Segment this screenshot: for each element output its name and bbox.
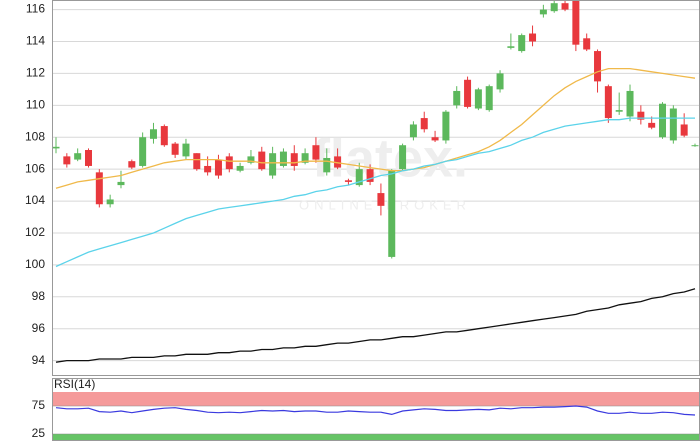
y-tick-label: 104 bbox=[25, 193, 45, 207]
candle-body bbox=[669, 108, 677, 141]
rsi-tick-label: 75 bbox=[32, 398, 46, 412]
candle-body bbox=[691, 145, 699, 147]
y-tick-label: 116 bbox=[26, 2, 45, 16]
candle-body bbox=[366, 169, 374, 182]
candle-body bbox=[594, 51, 602, 82]
y-tick-label: 106 bbox=[25, 161, 45, 175]
candle-body bbox=[485, 86, 493, 111]
candle-body bbox=[420, 118, 428, 130]
overbought-band bbox=[52, 392, 700, 406]
candle-body bbox=[225, 156, 233, 170]
candle-body bbox=[63, 156, 71, 165]
candle-body bbox=[431, 137, 439, 141]
y-tick-label: 96 bbox=[32, 321, 46, 335]
candle-body bbox=[583, 38, 591, 50]
rsi-title: RSI(14) bbox=[54, 377, 95, 391]
candle-body bbox=[409, 124, 417, 138]
candle-body bbox=[637, 111, 645, 120]
candle-body bbox=[84, 150, 92, 166]
candle-body bbox=[377, 193, 385, 206]
candle-body bbox=[604, 86, 612, 119]
candle-body bbox=[312, 145, 320, 160]
candle-body bbox=[496, 73, 504, 90]
oversold-band bbox=[52, 434, 700, 441]
candle-body bbox=[323, 157, 331, 173]
moving-average-line bbox=[55, 288, 696, 363]
y-tick-label: 94 bbox=[32, 353, 46, 367]
y-tick-label: 112 bbox=[26, 66, 45, 80]
candle-body bbox=[334, 156, 342, 168]
candle-body bbox=[258, 151, 266, 170]
candle-body bbox=[301, 153, 309, 163]
candle-body bbox=[453, 90, 461, 106]
candle-body bbox=[507, 46, 515, 48]
candle-body bbox=[74, 153, 82, 160]
candle-body bbox=[355, 169, 363, 186]
candle-body bbox=[247, 156, 255, 163]
y-tick-label: 110 bbox=[26, 97, 45, 111]
candle-body bbox=[193, 153, 201, 170]
candle-body bbox=[518, 35, 526, 52]
candle-body bbox=[442, 111, 450, 141]
candle-body bbox=[474, 89, 482, 109]
candle-body bbox=[149, 129, 157, 139]
candle-body bbox=[464, 79, 472, 107]
candle-body bbox=[659, 103, 667, 138]
y-tick-label: 108 bbox=[25, 129, 45, 143]
candle-body bbox=[539, 9, 547, 15]
candle-body bbox=[128, 161, 136, 168]
candle-body bbox=[648, 122, 656, 128]
candle-body bbox=[572, 0, 580, 45]
candle-body bbox=[279, 151, 287, 166]
candle-body bbox=[269, 153, 277, 176]
watermark-subtitle: ONLINE BROKER bbox=[299, 197, 471, 212]
candle-body bbox=[344, 180, 352, 182]
candle-body bbox=[615, 110, 623, 112]
candle-body bbox=[290, 153, 298, 166]
candle-body bbox=[680, 124, 688, 136]
y-tick-label: 98 bbox=[32, 289, 46, 303]
candle-body bbox=[139, 137, 147, 166]
candle-body bbox=[204, 165, 212, 173]
candle-body bbox=[171, 143, 179, 155]
y-tick-label: 100 bbox=[25, 257, 45, 271]
rsi-line bbox=[55, 405, 696, 416]
candle-body bbox=[160, 126, 168, 146]
candle-body bbox=[95, 172, 103, 205]
rsi-tick-label: 25 bbox=[32, 426, 46, 440]
moving-average-line bbox=[55, 117, 695, 268]
candle-body bbox=[117, 181, 125, 186]
candle-body bbox=[529, 33, 537, 42]
y-tick-label: 114 bbox=[26, 34, 45, 48]
candle-body bbox=[214, 159, 222, 176]
candle-body bbox=[182, 143, 190, 157]
y-tick-label: 102 bbox=[25, 225, 45, 239]
candle-body bbox=[236, 165, 244, 171]
candle-body bbox=[106, 199, 114, 205]
candle-body bbox=[388, 170, 396, 257]
moving-average-line bbox=[55, 67, 696, 189]
candle-body bbox=[550, 3, 558, 12]
candle-body bbox=[561, 3, 569, 10]
candle-body bbox=[399, 145, 407, 170]
candle-body bbox=[626, 90, 634, 117]
candle-body bbox=[52, 146, 60, 149]
